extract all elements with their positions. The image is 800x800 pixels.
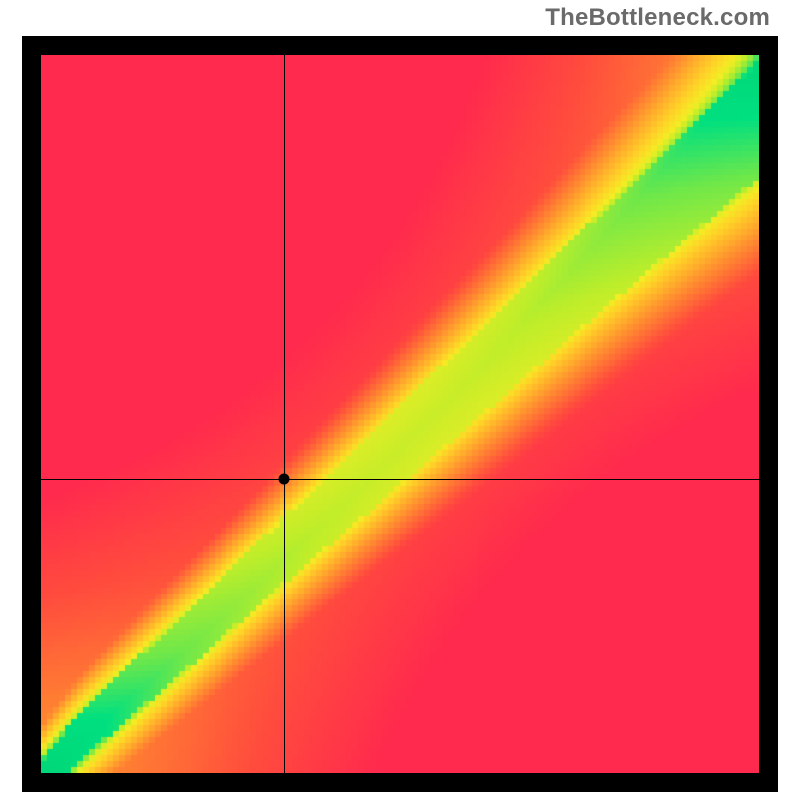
selection-marker (279, 473, 290, 484)
crosshair-horizontal (41, 479, 759, 480)
bottleneck-heatmap (41, 55, 759, 773)
site-brand: TheBottleneck.com (545, 4, 770, 32)
crosshair-vertical (284, 55, 285, 773)
chart-frame (22, 36, 778, 792)
chart-plot-area (41, 55, 759, 773)
